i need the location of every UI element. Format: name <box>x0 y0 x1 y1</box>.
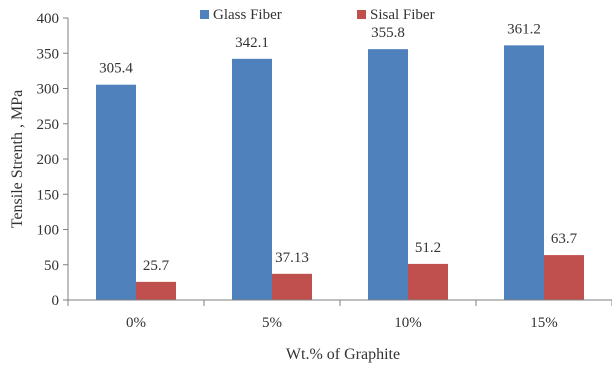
data-label-glass-fiber: 342.1 <box>235 35 269 51</box>
y-tick-label: 300 <box>37 82 60 98</box>
x-tick-label: 10% <box>394 315 422 331</box>
bar-sisal-fiber <box>544 255 584 300</box>
y-tick-label: 400 <box>37 11 60 27</box>
y-tick-label: 200 <box>37 152 60 168</box>
data-label-glass-fiber: 305.4 <box>99 61 133 77</box>
data-label-sisal-fiber: 25.7 <box>143 258 170 274</box>
x-tick-label: 15% <box>530 315 558 331</box>
data-label-glass-fiber: 361.2 <box>507 21 541 37</box>
data-label-glass-fiber: 355.8 <box>371 25 405 41</box>
data-label-sisal-fiber: 37.13 <box>275 250 309 266</box>
x-axis: 0% 5% 10% 15% <box>67 299 612 331</box>
y-tick-label: 50 <box>44 258 59 274</box>
bar-sisal-fiber <box>272 273 312 300</box>
data-label-sisal-fiber: 63.7 <box>551 231 578 247</box>
y-tick-label: 150 <box>37 187 60 203</box>
bar-glass-fiber <box>96 84 136 301</box>
data-label-sisal-fiber: 51.2 <box>415 240 441 256</box>
bar-sisal-fiber <box>408 263 448 300</box>
legend-swatch-sisal-fiber <box>357 10 366 19</box>
legend: Glass Fiber Sisal Fiber <box>200 7 435 23</box>
x-axis-title: Wt.% of Graphite <box>286 346 400 363</box>
y-axis-title: Tensile Strenth , MPa <box>9 90 26 228</box>
y-axis: 0 50 100 150 200 250 300 350 400 <box>37 11 69 309</box>
bar-glass-fiber <box>232 58 272 300</box>
y-tick-label: 0 <box>52 293 60 309</box>
y-tick-label: 250 <box>37 117 60 133</box>
bar-glass-fiber <box>504 45 544 300</box>
x-tick-label: 5% <box>262 315 282 331</box>
bar-glass-fiber <box>368 49 408 301</box>
bar-sisal-fiber <box>136 281 176 300</box>
y-tick-label: 100 <box>37 223 60 239</box>
legend-label-sisal-fiber: Sisal Fiber <box>370 7 435 23</box>
legend-label-glass-fiber: Glass Fiber <box>213 7 282 23</box>
legend-swatch-glass-fiber <box>200 10 209 19</box>
y-tick-label: 350 <box>37 46 60 62</box>
bars: 305.4 342.1 355.8 361.2 25.7 37.13 51.2 63.7 <box>96 21 584 301</box>
x-tick-label: 0% <box>126 315 146 331</box>
